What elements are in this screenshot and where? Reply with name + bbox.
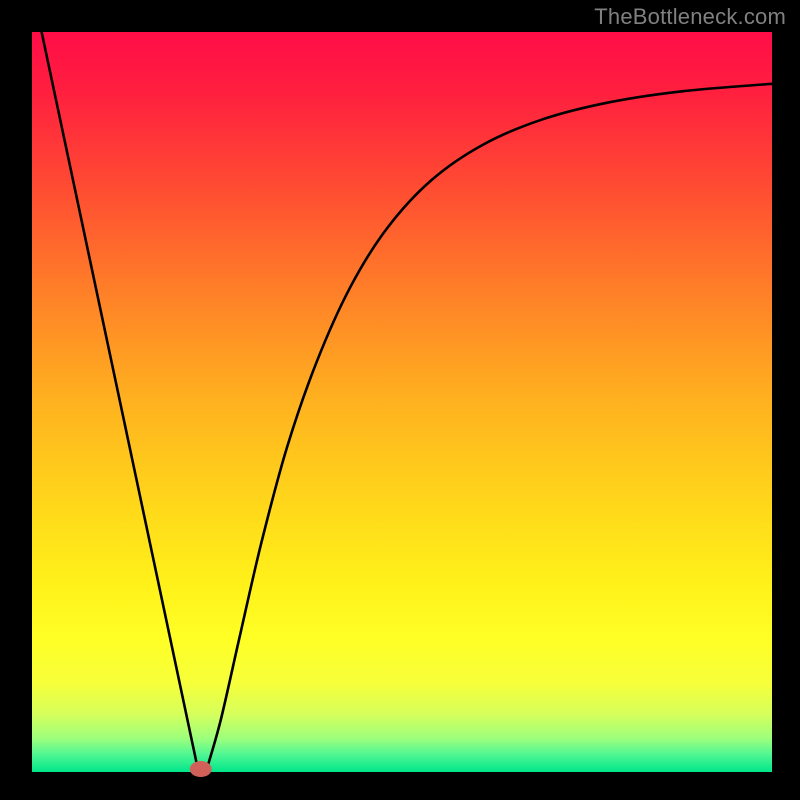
chart-container: TheBottleneck.com bbox=[0, 0, 800, 800]
watermark-text: TheBottleneck.com bbox=[594, 4, 786, 30]
plot-background bbox=[32, 32, 772, 772]
bottleneck-chart bbox=[0, 0, 800, 800]
optimum-marker bbox=[190, 761, 212, 777]
